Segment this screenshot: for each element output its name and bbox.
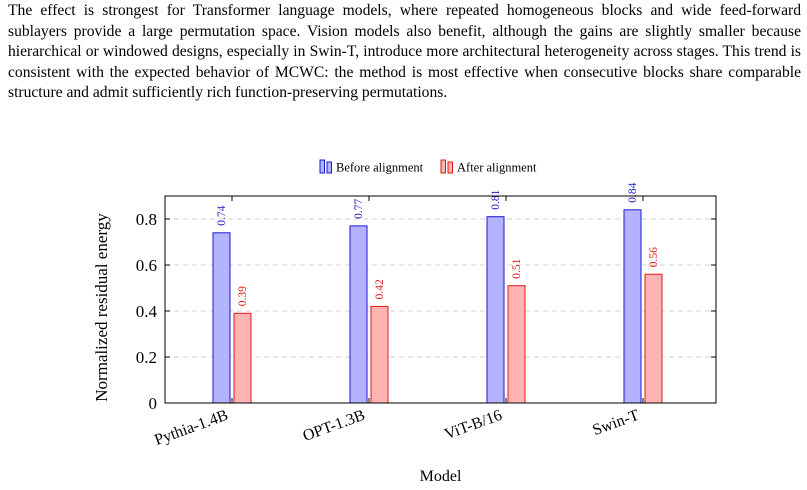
- bar-before-0: [212, 232, 231, 404]
- data-label: 0.74: [216, 205, 228, 225]
- data-label: 0.56: [648, 247, 660, 267]
- data-label: 0.51: [511, 258, 523, 278]
- y-tick-label: 0.4: [136, 302, 158, 321]
- y-tick-label: 0.8: [136, 210, 157, 229]
- bar-before-1: [349, 225, 368, 404]
- y-tick-label: 0: [149, 394, 158, 413]
- legend-swatch: [326, 161, 332, 174]
- x-tick-label: ViT-B/16: [442, 407, 504, 443]
- axes: 0 0.2 0.4 0.6 0.8 Pythia-1.4B OPT-1.3B ViT-B/16…: [92, 195, 717, 485]
- legend-swatch: [447, 161, 453, 174]
- legend-label: Before alignment: [336, 161, 424, 175]
- bar-before-2: [486, 216, 505, 404]
- data-label: 0.42: [374, 279, 386, 299]
- bar-after-3: [644, 273, 663, 404]
- legend-swatch: [440, 159, 446, 174]
- legend: Before alignment After alignment: [319, 159, 537, 175]
- y-tick-label: 0.6: [136, 256, 157, 275]
- data-label: 0.84: [627, 182, 639, 202]
- data-labels: 0.74 0.77 0.81 0.84 0.39 0.42 0.51 0.56: [216, 182, 660, 306]
- data-label: 0.77: [353, 199, 365, 219]
- bars: [212, 209, 663, 404]
- data-label: 0.81: [490, 189, 502, 209]
- x-tick-label: OPT-1.3B: [301, 407, 368, 445]
- x-tick-label: Pythia-1.4B: [152, 407, 230, 449]
- legend-label: After alignment: [457, 161, 537, 175]
- plot-frame: [164, 195, 717, 404]
- bar-after-0: [233, 312, 252, 404]
- bar-after-2: [507, 285, 526, 404]
- data-label: 0.39: [237, 286, 249, 306]
- x-tick-label: Swin-T: [590, 407, 641, 439]
- bar-after-1: [370, 305, 389, 404]
- legend-swatch: [319, 159, 325, 174]
- bar-before-3: [623, 209, 642, 404]
- y-axis-label: Normalized residual energy: [92, 213, 111, 402]
- y-tick-label: 0.2: [136, 348, 157, 367]
- body-paragraph: The effect is strongest for Transformer …: [8, 2, 801, 101]
- x-axis-label: Model: [420, 468, 462, 485]
